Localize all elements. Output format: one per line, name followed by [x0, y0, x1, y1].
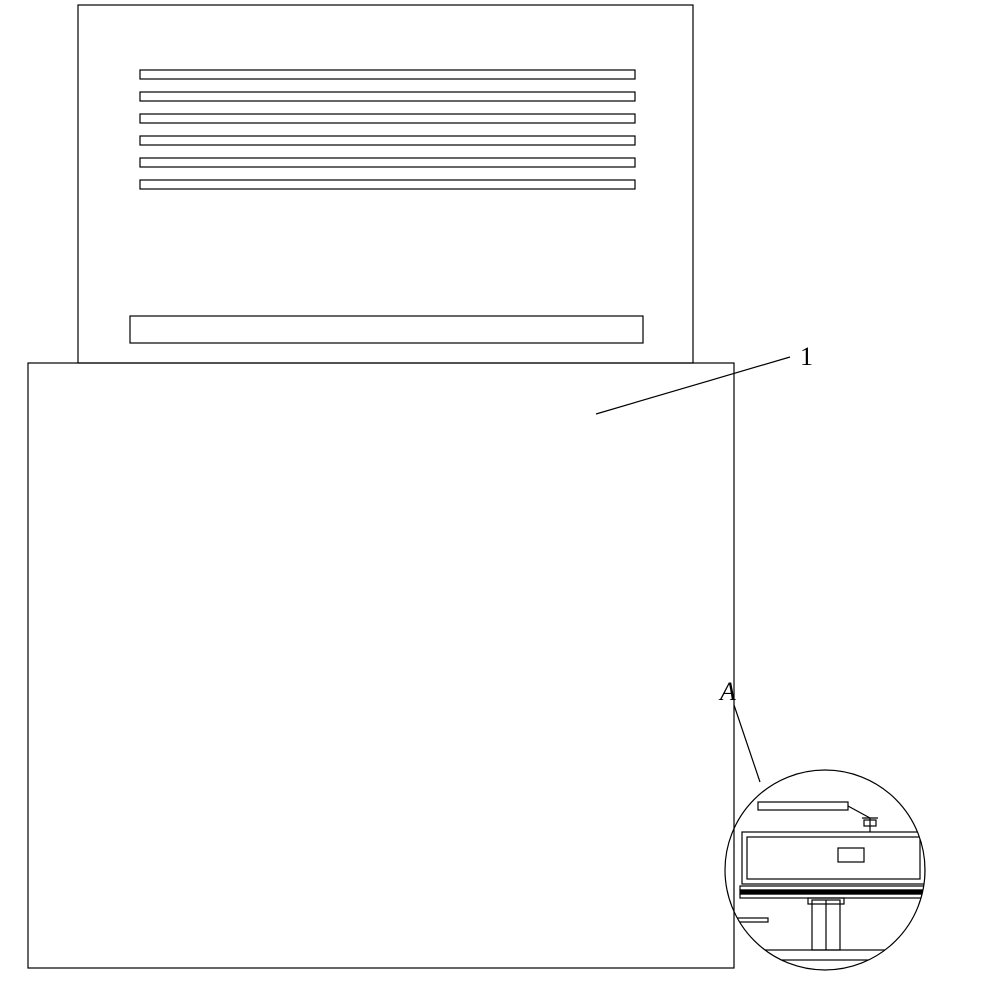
- vent-slot: [140, 136, 635, 145]
- leader-line-1: [596, 357, 790, 414]
- vent-slot: [140, 158, 635, 167]
- detail-panel-inner: [747, 837, 920, 879]
- vent-slot: [140, 180, 635, 189]
- vent-slot: [140, 92, 635, 101]
- detail-view: [728, 802, 925, 960]
- technical-drawing: 1A: [0, 0, 1000, 982]
- detail-circle: [725, 770, 925, 970]
- callout-label-1: 1: [800, 342, 813, 371]
- detail-handle-arm: [848, 806, 870, 818]
- main-body: [28, 363, 734, 968]
- detail-panel-outer: [742, 832, 925, 884]
- lower-slot: [130, 316, 643, 343]
- callout-label-a: A: [718, 677, 736, 706]
- vent-slot: [140, 70, 635, 79]
- leader-line-a: [734, 705, 760, 782]
- upper-housing: [78, 5, 693, 363]
- vent-slot: [140, 114, 635, 123]
- detail-handle-bar: [758, 802, 848, 810]
- detail-panel-window: [838, 848, 864, 862]
